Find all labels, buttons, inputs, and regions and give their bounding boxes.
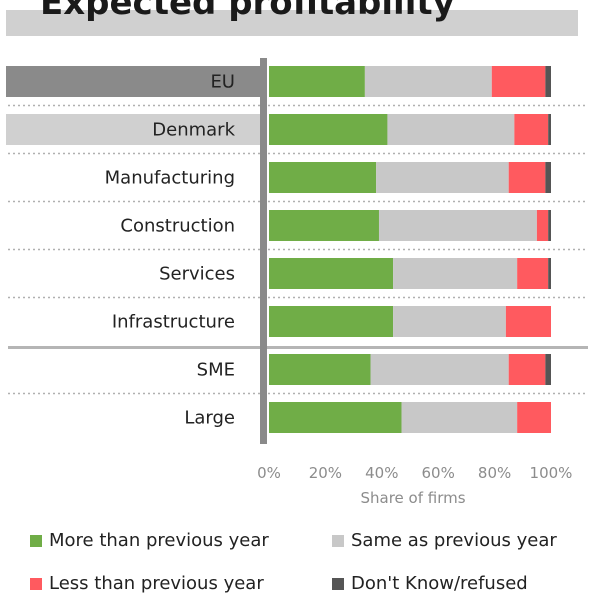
bar-segment (545, 66, 551, 97)
legend-swatch (332, 534, 344, 547)
legend-label: More than previous year (49, 530, 269, 551)
bar-segment (393, 258, 518, 289)
legend-item: Don't Know/refused (332, 573, 528, 594)
bar-segment (269, 354, 371, 385)
category-highlight (6, 114, 262, 145)
header-band: Expected profitability (6, 0, 578, 36)
legend-item: More than previous year (30, 530, 269, 551)
legend-item: Less than previous year (30, 573, 264, 594)
bars (269, 66, 551, 433)
legend-swatch (332, 577, 344, 590)
bar-segment (536, 210, 549, 241)
category-label: Services (159, 264, 235, 285)
bar-segment (517, 402, 551, 433)
bar-segment (269, 210, 379, 241)
bar-segment (508, 162, 546, 193)
bar-segment (548, 114, 551, 145)
bar-segment (269, 306, 394, 337)
bar-segment (269, 114, 388, 145)
bar-segment (545, 354, 551, 385)
category-label: Large (184, 408, 235, 429)
bar-segment (401, 402, 518, 433)
bar-segment (548, 210, 551, 241)
axis: 0% 20% 40% 60% 80% 100% Share of firms (257, 58, 572, 507)
bar-segment (393, 306, 506, 337)
bar-segment (545, 162, 551, 193)
bar-segment (508, 354, 546, 385)
x-tick-label: 60% (422, 464, 455, 482)
bar-segment (491, 66, 546, 97)
bar-segment (370, 354, 509, 385)
bar-segment (376, 162, 509, 193)
category-highlight (6, 66, 262, 97)
legend-label: Same as previous year (351, 530, 557, 551)
bar-segment (269, 258, 394, 289)
x-tick-label: 80% (478, 464, 511, 482)
x-axis-title: Share of firms (360, 489, 465, 507)
bar-segment (517, 258, 549, 289)
bar-segment (269, 162, 377, 193)
bar-segment (548, 258, 551, 289)
bar-segment (269, 66, 365, 97)
category-label: SME (197, 360, 235, 381)
category-label: Denmark (152, 120, 235, 141)
row-separators (8, 104, 588, 395)
x-tick-label: 0% (257, 464, 281, 482)
legend-label: Less than previous year (49, 573, 264, 594)
category-highlights (6, 66, 262, 145)
bar-segment (514, 114, 549, 145)
legend-swatch (30, 534, 42, 547)
x-tick-label: 40% (365, 464, 398, 482)
bar-segment (387, 114, 515, 145)
y-axis-line (260, 58, 267, 444)
bar-segment (269, 402, 402, 433)
legend-item: Same as previous year (332, 530, 557, 551)
chart-svg: EU Denmark Manufacturing Construction Servic… (6, 58, 588, 507)
legend-label: Don't Know/refused (351, 573, 528, 594)
bar-segment (364, 66, 492, 97)
category-label: Infrastructure (112, 312, 235, 333)
bar-segment (378, 210, 537, 241)
bar-segment (505, 306, 551, 337)
category-labels: EU Denmark Manufacturing Construction Servic… (105, 72, 236, 429)
x-tick-label: 20% (309, 464, 342, 482)
category-label: Construction (120, 216, 235, 237)
category-label: EU (210, 72, 235, 93)
x-tick-label: 100% (530, 464, 573, 482)
page-title: Expected profitability (40, 0, 455, 23)
legend-swatch (30, 577, 42, 590)
category-label: Manufacturing (105, 168, 235, 189)
